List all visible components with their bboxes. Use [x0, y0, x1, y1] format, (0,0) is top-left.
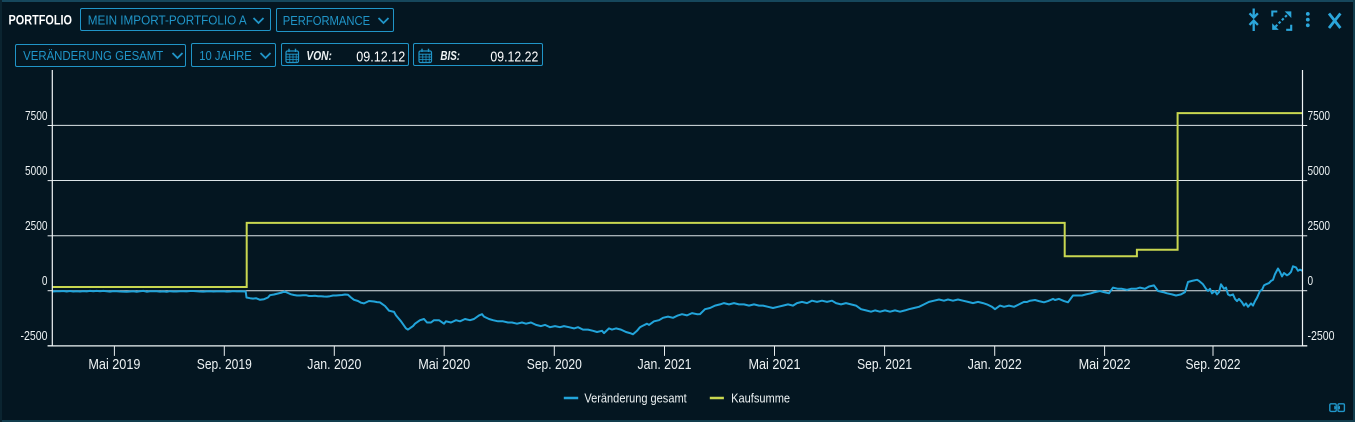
svg-text:BIS:: BIS:: [440, 48, 460, 63]
svg-text:-2500: -2500: [1308, 328, 1335, 343]
svg-text:Mai 2022: Mai 2022: [1079, 356, 1131, 373]
svg-text:Mai 2019: Mai 2019: [88, 356, 140, 373]
svg-text:MEIN IMPORT-PORTFOLIO A: MEIN IMPORT-PORTFOLIO A: [88, 13, 247, 28]
svg-text:Jan. 2022: Jan. 2022: [968, 356, 1022, 373]
svg-text:PORTFOLIO: PORTFOLIO: [9, 13, 73, 28]
svg-text:Jan. 2021: Jan. 2021: [638, 356, 692, 373]
svg-text:7500: 7500: [25, 108, 48, 123]
svg-text:-2500: -2500: [21, 328, 48, 343]
svg-text:Sep. 2021: Sep. 2021: [857, 356, 912, 373]
svg-text:PERFORMANCE: PERFORMANCE: [283, 13, 371, 28]
svg-text:Mai 2020: Mai 2020: [418, 356, 470, 373]
svg-text:09.12.12: 09.12.12: [356, 48, 405, 65]
svg-text:10 JAHRE: 10 JAHRE: [199, 48, 252, 63]
svg-text:7500: 7500: [1308, 108, 1331, 123]
svg-text:0: 0: [1308, 273, 1314, 288]
svg-text:09.12.22: 09.12.22: [490, 48, 538, 65]
svg-text:VON:: VON:: [306, 48, 332, 63]
svg-text:Kaufsumme: Kaufsumme: [731, 390, 790, 405]
svg-text:Mai 2021: Mai 2021: [749, 356, 801, 373]
svg-text:Jan. 2020: Jan. 2020: [307, 356, 361, 373]
svg-text:Sep. 2019: Sep. 2019: [197, 356, 252, 373]
svg-text:Veränderung gesamt: Veränderung gesamt: [584, 390, 687, 405]
svg-text:VERÄNDERUNG GESAMT: VERÄNDERUNG GESAMT: [23, 48, 163, 63]
svg-text:5000: 5000: [1308, 163, 1331, 178]
svg-text:2500: 2500: [1308, 218, 1331, 233]
svg-text:5000: 5000: [25, 163, 48, 178]
svg-text:2500: 2500: [25, 218, 48, 233]
svg-text:Sep. 2020: Sep. 2020: [527, 356, 582, 373]
svg-text:Sep. 2022: Sep. 2022: [1186, 356, 1241, 373]
svg-text:0: 0: [42, 273, 48, 288]
